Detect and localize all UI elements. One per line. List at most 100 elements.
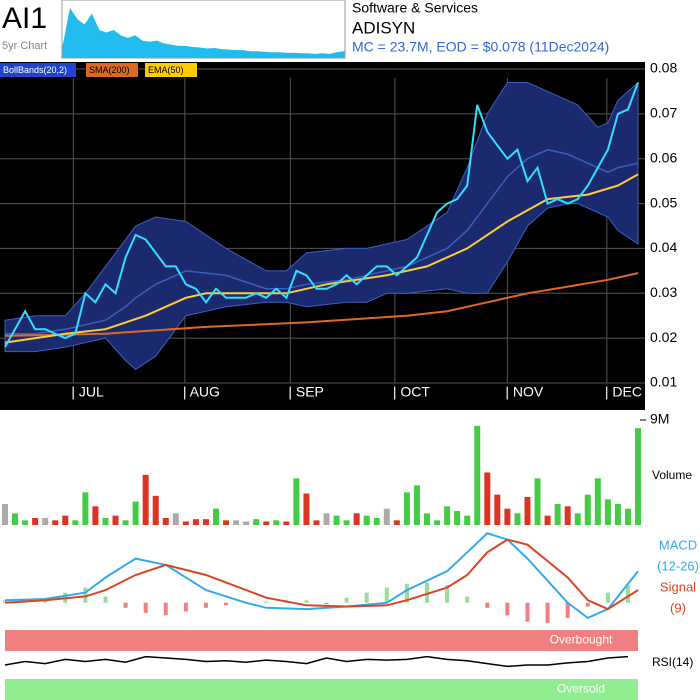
volume-bar	[353, 513, 360, 525]
y-tick-label: 0.01	[650, 374, 677, 390]
rsi-line	[4, 655, 629, 668]
histogram-bar	[625, 585, 630, 603]
histogram-bar	[585, 602, 590, 607]
series-params: (9)	[670, 600, 686, 615]
histogram-bar	[404, 583, 409, 603]
histogram-bar	[485, 602, 490, 608]
legend-swatch	[86, 63, 138, 77]
volume-bar	[434, 520, 441, 525]
histogram-bar	[465, 596, 470, 603]
volume-bar	[323, 513, 330, 525]
macd-line	[4, 532, 639, 620]
ticker: AI1	[2, 2, 47, 35]
histogram-bar	[83, 587, 88, 603]
volume-bar	[383, 508, 390, 525]
macd-line	[4, 538, 639, 611]
histogram-bar	[304, 600, 309, 603]
volume-bar	[32, 518, 39, 525]
volume-bar	[92, 506, 99, 525]
volume-bar	[22, 520, 29, 525]
volume-bar	[293, 478, 300, 525]
histogram-bar	[143, 602, 148, 613]
x-tick-label: | NOV	[505, 384, 544, 400]
histogram-bar	[3, 600, 7, 603]
volume-bar	[313, 520, 320, 525]
volume-bar	[524, 497, 531, 525]
histogram-bar	[445, 585, 450, 603]
volume-bar	[263, 521, 270, 525]
histogram-bar	[344, 597, 349, 603]
series-label: MACD	[659, 537, 697, 552]
volume-bar	[62, 515, 69, 525]
volume-bar	[102, 518, 109, 525]
volume-bar	[172, 513, 179, 525]
volume-bar	[534, 478, 541, 525]
histogram-bar	[163, 602, 168, 616]
volume-bar	[42, 518, 49, 525]
rsi-band	[5, 630, 638, 651]
y-tick-label: 0.05	[650, 194, 677, 210]
volume-bar	[614, 504, 621, 525]
volume-bar	[574, 513, 581, 525]
volume-bar	[403, 492, 410, 525]
volume-bar	[182, 521, 189, 525]
y-tick-label: 0.07	[650, 105, 677, 121]
volume-bar	[303, 493, 310, 525]
sector: Software & Services	[352, 0, 478, 16]
volume-bar	[192, 519, 199, 525]
legend-swatch	[0, 63, 76, 77]
x-tick-label: | SEP	[288, 384, 324, 400]
volume-bar	[52, 520, 59, 525]
y-tick-label: 0.02	[650, 329, 677, 345]
histogram-bar	[364, 592, 369, 603]
histogram-bar	[123, 602, 128, 608]
histogram-bar	[264, 601, 269, 603]
volume-bar	[494, 494, 501, 525]
volume-bar	[122, 520, 129, 525]
histogram-bar	[425, 582, 429, 603]
volume-bar	[474, 425, 481, 525]
histogram-bar	[565, 602, 570, 618]
y-tick-label: 0.03	[650, 284, 677, 300]
series-params: (12-26)	[657, 558, 699, 573]
y-tick-label: 0.06	[650, 149, 677, 165]
x-tick-label: | JUL	[71, 384, 104, 400]
volume-bar	[152, 495, 159, 525]
volume-bar	[142, 474, 149, 525]
summary: MC = 23.7M, EOD = $0.078 (11Dec2024)	[352, 39, 609, 55]
volume-bar	[2, 504, 8, 525]
histogram-bar	[525, 602, 530, 622]
volume-bar	[504, 508, 511, 525]
histogram-bar	[224, 602, 229, 606]
histogram-bar	[605, 592, 610, 603]
volume-bar	[584, 494, 591, 525]
volume-bar	[413, 485, 420, 525]
price-line	[4, 82, 639, 348]
histogram-bar	[505, 602, 510, 616]
overlay-line	[4, 173, 639, 344]
volume-bar	[393, 520, 400, 525]
histogram-bar	[103, 596, 108, 603]
volume-bar	[424, 513, 430, 525]
legend-label: EMA(50)	[148, 65, 184, 75]
volume-bar	[444, 506, 451, 525]
legend-label: SMA(200)	[89, 65, 130, 75]
histogram-bar	[203, 602, 208, 608]
mini-label: 5yr Chart	[2, 40, 47, 52]
y-tick-label: 0.08	[650, 60, 677, 76]
volume-bar	[454, 511, 461, 525]
histogram-bar	[183, 602, 188, 612]
legend-label: BollBands(20,2)	[3, 65, 67, 75]
histogram-bar	[545, 602, 550, 623]
volume-bar	[343, 520, 350, 525]
legend-swatch	[145, 63, 197, 77]
volume-bar	[363, 515, 370, 525]
volume-bar	[202, 519, 209, 525]
volume-bar	[564, 506, 571, 525]
volume-bar	[554, 504, 561, 525]
series-label: RSI(14)	[652, 655, 693, 669]
rsi-band-label: Oversold	[557, 682, 605, 696]
volume-bar	[484, 472, 491, 525]
volume-bar	[72, 520, 79, 525]
